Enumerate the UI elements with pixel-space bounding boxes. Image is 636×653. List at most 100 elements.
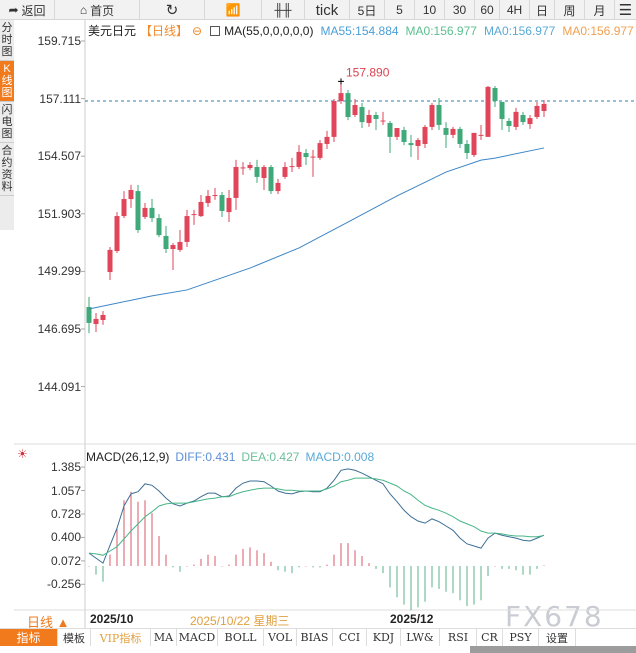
candle-body [415,139,421,146]
candle-body [135,191,141,231]
candle-body [149,207,155,219]
candle-body [324,136,330,144]
candle-body [359,107,365,123]
candle-body [114,216,120,252]
macd-title: MACD(26,12,9) [86,450,170,464]
candle-body [527,118,533,125]
toolbar: ➦ 返回 ⌂ 首页 ↻ 📶 ╫╫ tick 5日 5 10 30 60 4H 日 周… [0,0,636,20]
candle-body [100,314,106,321]
price-tick: 157.111 [39,91,81,106]
tab-1[interactable]: 模板 [58,629,91,646]
candle-body [254,166,260,177]
macd-tick: 1.385 [50,460,81,475]
tab-14[interactable]: 设置 [539,629,576,646]
candle-button[interactable]: ╫╫ [262,0,305,20]
tab-0[interactable]: 指标 [0,629,58,646]
period-60[interactable]: 60 [475,0,500,20]
candle-body [156,218,162,236]
macd-tick: 0.728 [50,507,81,521]
candle-body [422,126,428,144]
tab-6[interactable]: VOL [264,629,297,646]
candle-body [338,93,344,102]
menu-icon: ☰ [618,2,633,19]
candle-body [450,128,456,135]
tab-4[interactable]: MACD [177,629,218,646]
chart-info-bar: 美元日元 【日线】 ⊖ MA(55,0,0,0,0,0) MA55:154.88… [88,22,634,39]
candle-body [142,207,148,217]
sidebar: 分时图 K线图 闪电图 合约资料 [0,20,14,230]
tab-13[interactable]: PSY [503,629,539,646]
candle-body [163,235,169,250]
candle-body [282,166,288,177]
date-axis: 日线 ▲ 2025/10 2025/10/22 星期三 2025/12 [0,610,636,630]
diff-value: DIFF:0.431 [175,450,236,464]
candle-body [233,166,239,198]
tab-2[interactable]: VIP指标 [91,629,151,646]
candle-body [345,93,351,117]
candle-body [429,105,435,127]
sidebar-item-contract[interactable]: 合约资料 [0,143,14,196]
tab-11[interactable]: RSI [440,629,477,646]
price-tick: 151.903 [37,206,81,221]
menu-button[interactable]: ☰ [615,0,636,20]
period-10[interactable]: 10 [415,0,445,20]
price-tick: 144.091 [37,379,81,394]
back-button[interactable]: ➦ 返回 [0,0,55,20]
ma0-value-1: MA0:156.977 [405,23,477,38]
candle-body [471,132,477,156]
diff-line [88,468,545,564]
home-icon: ⌂ [79,3,88,17]
period-day[interactable]: 日 [530,0,555,20]
sidebar-item-timeshare[interactable]: 分时图 [0,20,14,61]
period-30[interactable]: 30 [445,0,475,20]
price-tick: 146.695 [37,321,81,336]
bar-chart-icon: 📶 [225,3,241,17]
candle-body [93,318,99,325]
home-button[interactable]: ⌂ 首页 [55,0,140,20]
candle-body [499,101,505,119]
period-5day[interactable]: 5日 [350,0,385,20]
candle-body [366,114,372,123]
period-4h[interactable]: 4H [500,0,530,20]
tab-12[interactable]: CR [477,629,503,646]
settings-icon[interactable]: ⊖ [192,23,203,38]
price-tick: 149.299 [37,264,81,279]
candle-body [457,128,463,144]
high-marker [338,78,344,85]
tab-10[interactable]: LW& [401,629,440,646]
date-tick-1: 2025/10 [90,612,134,626]
price-tick: 159.715 [37,34,81,48]
sidebar-item-kline[interactable]: K线图 [0,61,14,102]
candle-body [212,195,218,197]
period-week[interactable]: 周 [555,0,585,20]
macd-settings-icon[interactable]: ☀ [17,447,28,461]
macd-tick: -0.256 [46,577,81,592]
scroll-handle[interactable] [470,646,636,653]
indicator-chart-button[interactable]: 📶 [205,0,262,20]
date-tick-2: 2025/12 [390,612,434,626]
candle-body [352,105,358,115]
candle-body [485,86,491,137]
period-5[interactable]: 5 [385,0,415,20]
refresh-button[interactable]: ↻ [140,0,205,20]
tab-5[interactable]: BOLL [218,629,264,646]
tab-9[interactable]: KDJ [367,629,401,646]
high-price-label: 157.890 [346,65,390,79]
candle-body [296,151,302,167]
tab-7[interactable]: BIAS [297,629,333,646]
tab-3[interactable]: MA [151,629,177,646]
tab-8[interactable]: CCI [333,629,367,646]
candlestick-icon: ╫╫ [274,3,292,17]
candle-body [310,156,316,158]
period-selector[interactable]: 日线 ▲ [27,615,70,630]
candle-body [86,306,92,323]
candle-body [303,153,309,158]
period-month[interactable]: 月 [585,0,615,20]
macd-tick: 0.072 [50,553,81,568]
candle-body [170,245,176,250]
tick-button[interactable]: tick [305,0,350,20]
candle-body [289,166,295,168]
price-tick: 154.507 [37,149,81,164]
sidebar-item-flash[interactable]: 闪电图 [0,102,14,143]
